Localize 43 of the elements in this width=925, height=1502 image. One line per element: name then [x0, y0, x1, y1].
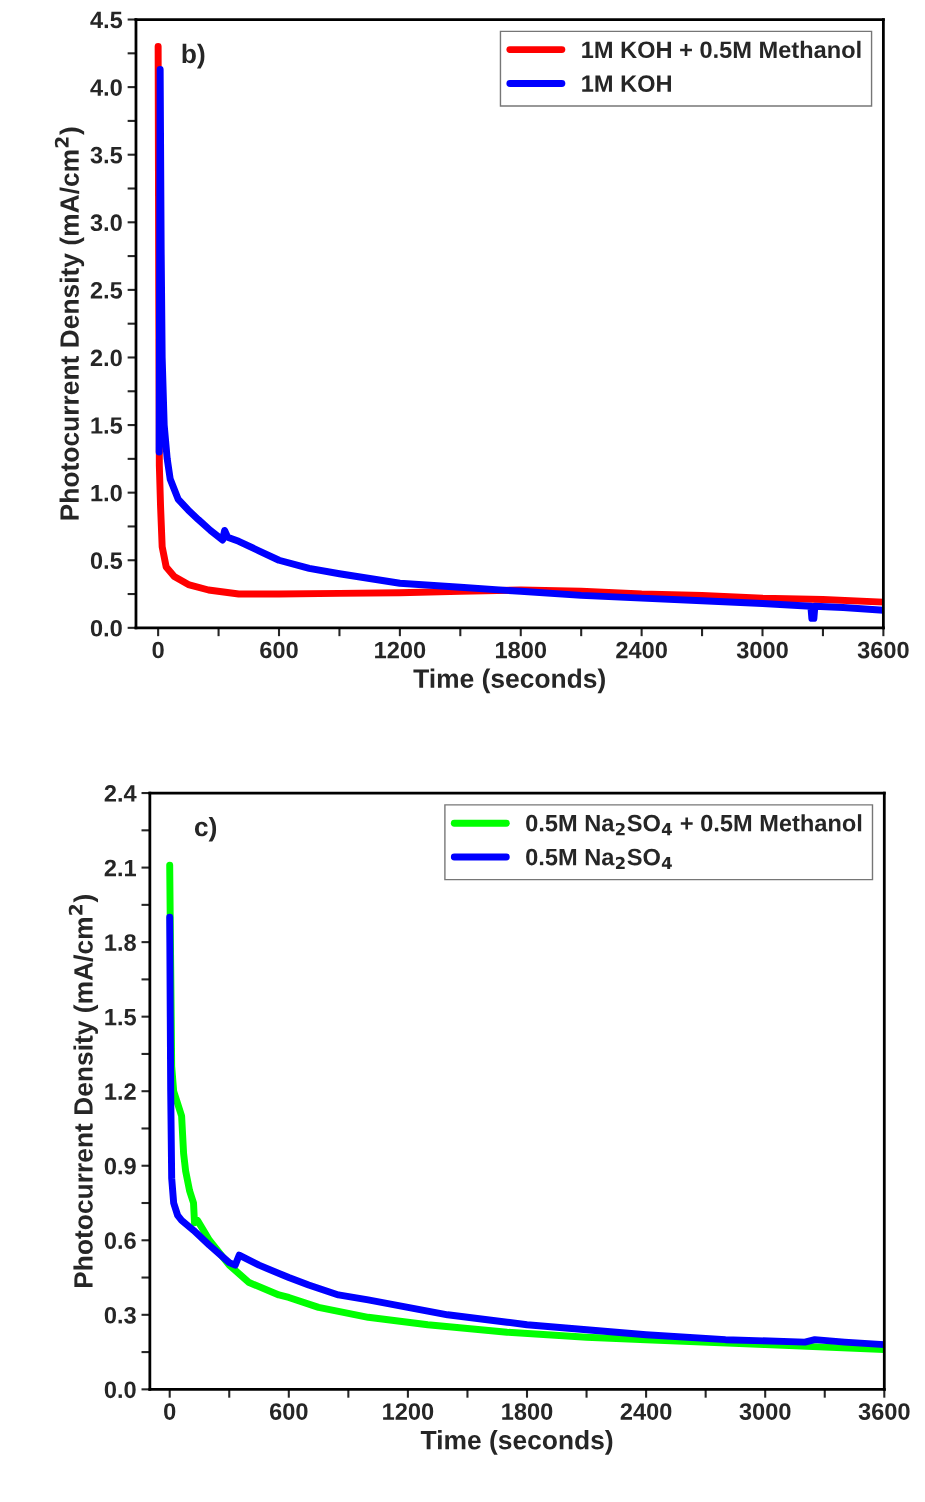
y-tick-label: 2.1: [104, 859, 136, 877]
y-tick-label: 0.3: [104, 1306, 136, 1324]
x-tick-label: 1200: [375, 641, 426, 659]
y-axis-title: Photocurrent Density (mA/cm$^{2}$): [54, 127, 85, 520]
y-tick-label: 1.8: [105, 934, 136, 951]
y-tick-label: 0.9: [104, 1157, 136, 1175]
y-tick-label: 0.0: [104, 1381, 136, 1399]
legend-label: 0.5M Na$_{2}$SO$_{4}$ + 0.5M Methanol: [526, 814, 862, 836]
x-axis-title: Time (seconds): [420, 1430, 613, 1455]
y-tick-label: 1.5: [105, 1008, 136, 1026]
x-tick-label: 1800: [502, 1403, 553, 1420]
y-tick-label: 2.5: [90, 281, 123, 299]
x-tick-label: 2400: [616, 641, 667, 659]
y-tick-label: 0.5: [90, 552, 123, 570]
x-tick-label: 2400: [620, 1403, 672, 1420]
x-tick-label: 3000: [739, 1403, 791, 1420]
y-tick-label: 2.0: [90, 349, 122, 367]
annotation: b): [182, 43, 205, 69]
y-tick-label: 0.0: [90, 619, 122, 637]
x-axis-title: Time (seconds): [413, 668, 605, 694]
annotation: c): [194, 816, 217, 842]
x-tick-label: 0: [164, 1403, 176, 1420]
y-tick-label: 2.4: [104, 785, 137, 802]
x-tick-label: 1200: [383, 1403, 434, 1420]
y-tick-label: 1.2: [105, 1083, 136, 1100]
y-tick-label: 1.0: [91, 484, 122, 502]
y-tick-label: 4.5: [90, 11, 123, 29]
y-tick-label: 3.0: [90, 214, 122, 232]
x-tick-label: 3600: [858, 1403, 910, 1420]
legend-label: 0.5M Na$_{2}$SO$_{4}$: [526, 848, 672, 870]
x-tick-label: 600: [260, 641, 298, 659]
x-tick-label: 3600: [857, 641, 909, 659]
x-tick-label: 0: [152, 641, 164, 659]
legend-label: 1M KOH + 0.5M Methanol: [582, 40, 861, 59]
legend-label: 1M KOH: [582, 75, 671, 92]
x-tick-label: 600: [269, 1403, 308, 1420]
y-tick-label: 0.6: [104, 1232, 136, 1250]
y-tick-label: 4.0: [90, 79, 122, 96]
y-tick-label: 3.5: [90, 146, 123, 164]
x-tick-label: 1800: [495, 641, 547, 659]
x-tick-label: 3000: [736, 641, 788, 659]
y-axis-title: Photocurrent Density (mA/cm$^{2}$): [68, 895, 99, 1288]
y-tick-label: 1.5: [91, 417, 123, 434]
